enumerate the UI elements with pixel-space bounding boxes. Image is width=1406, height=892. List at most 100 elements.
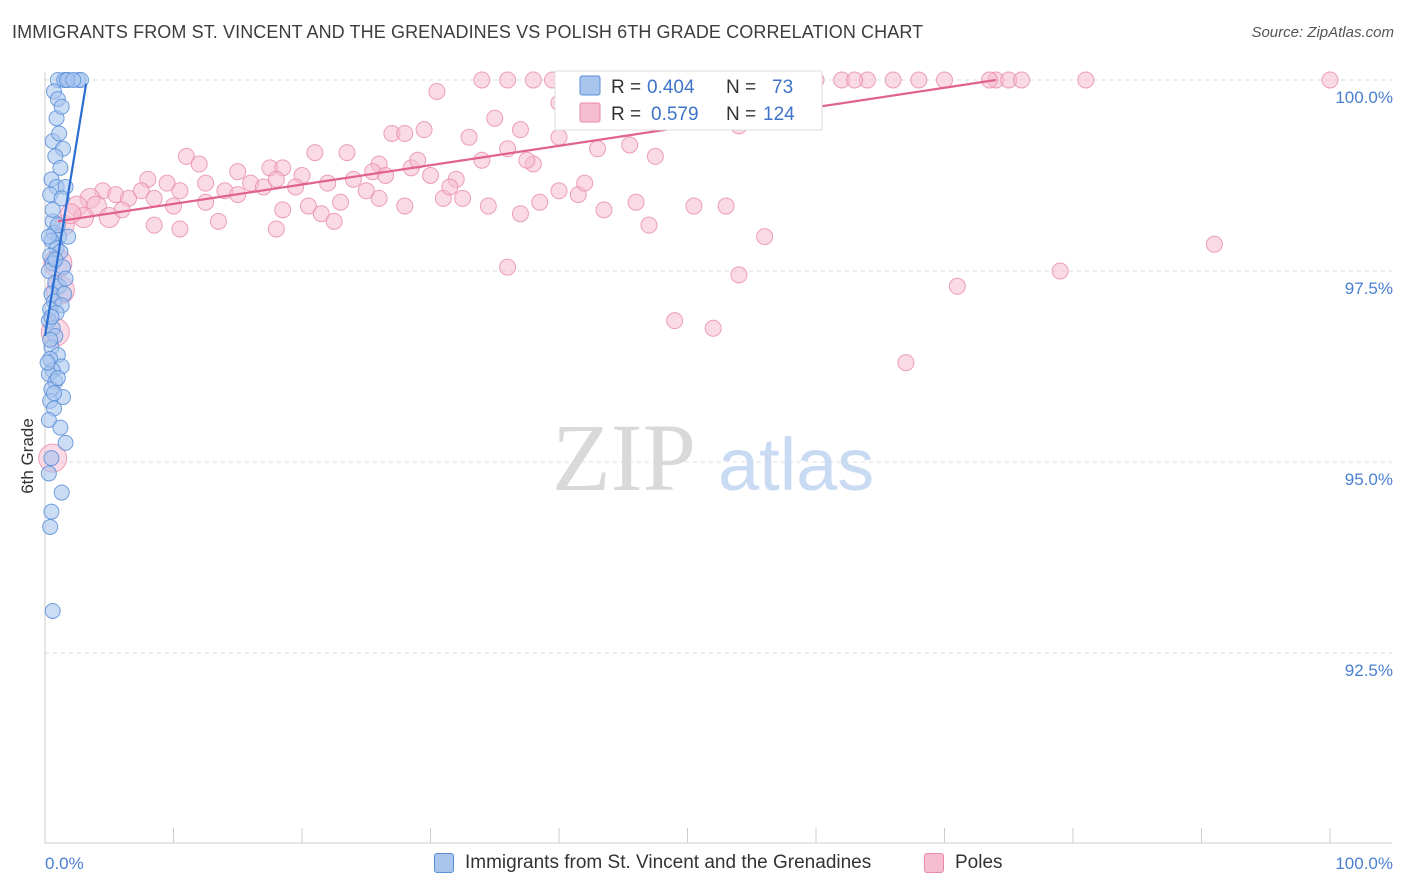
point-poles-104 bbox=[1205, 235, 1223, 253]
point-poles-125 bbox=[357, 182, 375, 200]
point-poles-98 bbox=[267, 220, 285, 238]
point-immigrants-58 bbox=[44, 602, 61, 619]
point-poles-96 bbox=[640, 216, 658, 234]
point-poles-34 bbox=[511, 121, 529, 139]
y-tick-label-0: 92.5% bbox=[1345, 661, 1393, 680]
point-immigrants-50 bbox=[40, 411, 57, 428]
point-poles-28 bbox=[428, 82, 446, 100]
trend-line-poles bbox=[57, 78, 997, 223]
point-poles-117 bbox=[589, 140, 607, 158]
point-poles-118 bbox=[621, 136, 639, 154]
legend-top-n-value-blue: 73 bbox=[772, 77, 793, 98]
point-poles-110 bbox=[704, 319, 722, 337]
y-axis-label: 6th Grade bbox=[18, 418, 37, 494]
point-poles-16 bbox=[884, 71, 902, 89]
legend-top: R = 0.404 N = 73 R = 0.579 N = 124 bbox=[554, 70, 823, 131]
point-poles-37 bbox=[415, 121, 433, 139]
point-immigrants-52 bbox=[57, 434, 74, 451]
point-poles-45 bbox=[190, 155, 208, 173]
y-tick-label-3: 100.0% bbox=[1335, 88, 1393, 107]
point-immigrants-56 bbox=[43, 503, 60, 520]
point-poles-0 bbox=[473, 71, 491, 89]
point-immigrants-63 bbox=[47, 251, 64, 268]
grid-lines bbox=[45, 79, 1392, 654]
legend-swatch-pink bbox=[924, 853, 944, 873]
point-poles-79 bbox=[165, 197, 182, 215]
point-poles-59 bbox=[319, 174, 337, 192]
point-immigrants-65 bbox=[42, 331, 59, 348]
point-poles-49 bbox=[229, 163, 247, 181]
point-poles-95 bbox=[595, 201, 613, 219]
legend-top-swatch-pink bbox=[579, 102, 601, 123]
legend-bottom-item-immigrants: Immigrants from St. Vincent and the Gren… bbox=[434, 852, 871, 874]
point-immigrants-60 bbox=[51, 125, 68, 142]
point-poles-84 bbox=[312, 205, 330, 223]
point-poles-122 bbox=[550, 128, 568, 146]
point-poles-23 bbox=[1321, 71, 1339, 89]
point-poles-107 bbox=[1051, 262, 1069, 280]
point-poles-62 bbox=[377, 167, 395, 184]
point-poles-52 bbox=[171, 182, 189, 200]
watermark: ZIP atlas bbox=[552, 404, 874, 511]
legend-swatch-blue bbox=[434, 853, 454, 873]
x-tick-label-0: 0.0% bbox=[45, 854, 84, 873]
point-poles-116 bbox=[646, 147, 664, 165]
point-poles-26 bbox=[846, 71, 864, 89]
point-poles-101 bbox=[171, 220, 189, 238]
point-poles-90 bbox=[479, 197, 497, 215]
point-immigrants-57 bbox=[42, 518, 59, 535]
point-poles-17 bbox=[910, 71, 928, 89]
point-immigrants-16 bbox=[53, 190, 70, 207]
legend-top-r-value-pink: 0.579 bbox=[651, 104, 699, 125]
point-poles-42 bbox=[473, 151, 491, 169]
point-poles-18 bbox=[936, 71, 953, 89]
legend-top-n-label-pink: N = bbox=[726, 104, 756, 125]
point-immigrants-11 bbox=[52, 159, 69, 176]
legend-bottom-item-poles: Poles bbox=[924, 852, 1003, 874]
y-tick-label-2: 97.5% bbox=[1345, 279, 1393, 298]
point-immigrants-71 bbox=[40, 228, 57, 245]
point-immigrants-64 bbox=[57, 270, 74, 287]
y-tick-labels: 92.5% 95.0% 97.5% 100.0% bbox=[1335, 88, 1393, 680]
point-poles-60 bbox=[344, 170, 362, 188]
watermark-zip: ZIP bbox=[552, 404, 696, 511]
point-poles-83 bbox=[299, 197, 317, 215]
point-immigrants-53 bbox=[43, 450, 60, 467]
point-poles-100 bbox=[145, 216, 163, 234]
legend-top-n-label-blue: N = bbox=[726, 77, 756, 98]
legend-label-immigrants: Immigrants from St. Vincent and the Gren… bbox=[465, 852, 872, 873]
point-poles-123 bbox=[441, 178, 459, 196]
point-immigrants-55 bbox=[53, 484, 70, 501]
point-immigrants-69 bbox=[65, 72, 82, 88]
point-poles-102 bbox=[717, 197, 735, 215]
trend-line-immigrants bbox=[43, 83, 88, 337]
point-poles-80 bbox=[197, 193, 215, 211]
point-poles-64 bbox=[422, 167, 439, 184]
legend-bottom: Immigrants from St. Vincent and the Gren… bbox=[0, 852, 1406, 878]
legend-top-n-value-pink: 124 bbox=[763, 104, 795, 125]
point-poles-108 bbox=[948, 277, 966, 295]
point-poles-127 bbox=[627, 193, 645, 211]
point-poles-103 bbox=[756, 228, 774, 246]
point-poles-99 bbox=[209, 212, 227, 230]
point-poles-105 bbox=[499, 258, 517, 276]
point-poles-121 bbox=[518, 151, 536, 169]
legend-top-swatch-blue bbox=[579, 75, 601, 96]
trend-lines bbox=[43, 78, 997, 337]
point-poles-120 bbox=[576, 174, 594, 192]
point-immigrants-54 bbox=[40, 465, 57, 482]
series-svg-immigrants bbox=[39, 72, 89, 619]
point-poles-21 bbox=[1013, 71, 1031, 89]
point-poles-91 bbox=[511, 205, 529, 223]
point-immigrants-68 bbox=[39, 354, 56, 371]
point-poles-85 bbox=[332, 193, 350, 211]
point-poles-40 bbox=[306, 144, 324, 162]
legend-top-r-value-blue: 0.404 bbox=[647, 77, 695, 98]
point-poles-92 bbox=[531, 193, 549, 211]
point-poles-41 bbox=[338, 144, 356, 162]
point-poles-51 bbox=[158, 174, 176, 192]
y-tick-label-1: 95.0% bbox=[1345, 470, 1393, 489]
point-poles-22 bbox=[1077, 71, 1095, 89]
point-poles-87 bbox=[396, 197, 414, 215]
point-poles-78 bbox=[145, 189, 163, 207]
